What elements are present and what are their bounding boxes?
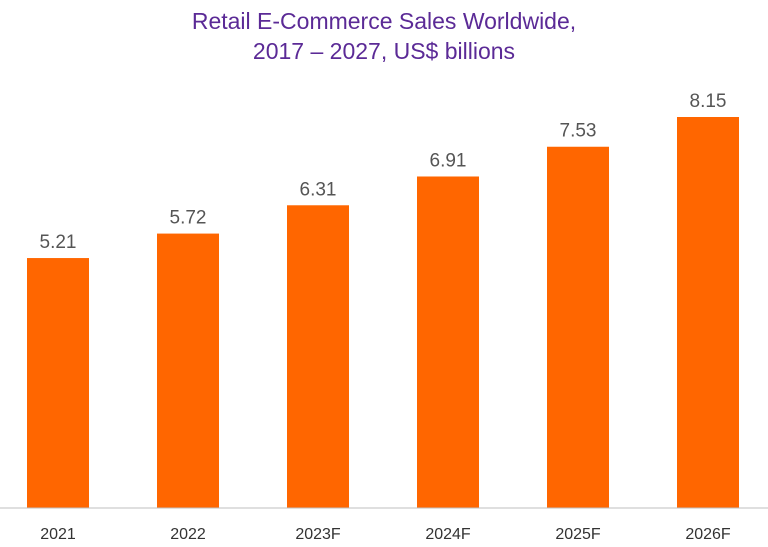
bar-2022 xyxy=(157,233,219,508)
bar-2025F xyxy=(547,146,609,508)
x-tick-label-2025F: 2025F xyxy=(555,526,601,543)
x-tick-label-2022: 2022 xyxy=(170,526,206,543)
data-label-2022: 5.72 xyxy=(170,208,207,229)
data-label-2025F: 7.53 xyxy=(560,121,597,142)
data-label-2024F: 6.91 xyxy=(430,150,467,171)
bar-2024F xyxy=(417,176,479,508)
chart-title-line-2: 2017 – 2027, US$ billions xyxy=(252,38,516,64)
data-label-2026F: 8.15 xyxy=(690,91,727,112)
chart-title: Retail E-Commerce Sales Worldwide, 2017 … xyxy=(0,6,768,66)
bar-2026F xyxy=(677,117,739,508)
data-label-2021: 5.21 xyxy=(40,232,77,253)
x-tick-label-2024F: 2024F xyxy=(425,526,471,543)
x-tick-label-2023F: 2023F xyxy=(295,526,341,543)
x-tick-label-2021: 2021 xyxy=(40,526,76,543)
bar-2021 xyxy=(27,258,89,508)
data-label-2023F: 6.31 xyxy=(300,179,337,200)
chart-title-line-1: Retail E-Commerce Sales Worldwide, xyxy=(191,8,577,34)
x-tick-label-2026F: 2026F xyxy=(685,526,731,543)
bar-2023F xyxy=(287,205,349,508)
